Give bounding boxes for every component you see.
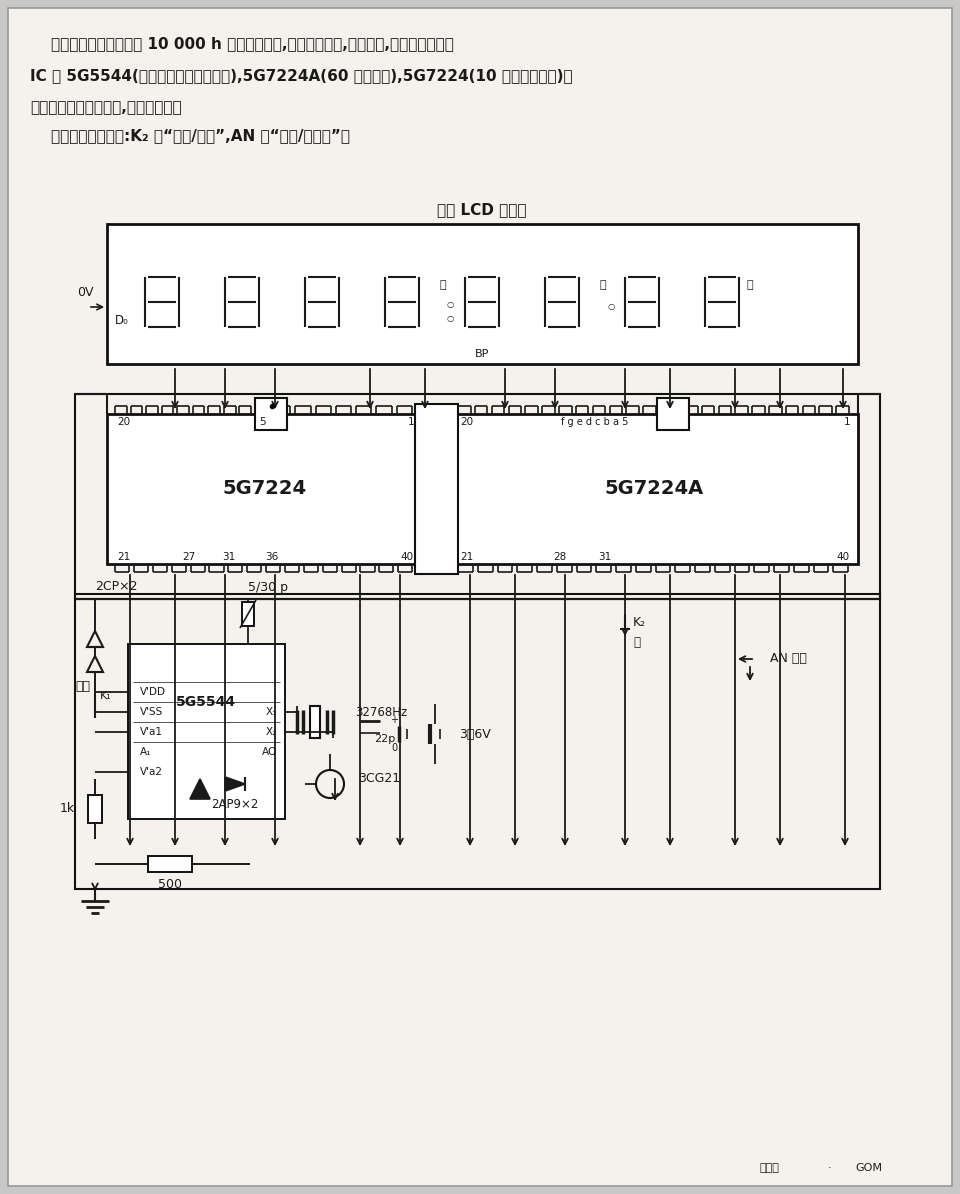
Text: 2AP9×2: 2AP9×2 (211, 798, 258, 811)
Text: 3CG21: 3CG21 (358, 773, 400, 786)
Text: 21: 21 (460, 552, 473, 562)
Text: K₂: K₂ (633, 615, 646, 628)
Text: 27: 27 (182, 552, 196, 562)
Text: X₂: X₂ (266, 727, 277, 737)
Text: K₁: K₁ (100, 691, 111, 701)
Text: 八位 LCD 显示器: 八位 LCD 显示器 (437, 203, 527, 217)
Bar (75, 394, 880, 599)
Bar (255, 398, 287, 430)
Text: 5G5544: 5G5544 (176, 695, 236, 709)
Bar (88, 795, 102, 823)
Bar (128, 644, 285, 819)
Polygon shape (225, 777, 245, 790)
Bar (415, 404, 458, 574)
Text: 停: 停 (633, 635, 640, 648)
Text: 31: 31 (223, 552, 235, 562)
Text: V'DD: V'DD (140, 687, 166, 697)
Text: 22p: 22p (374, 734, 396, 744)
Text: +: + (390, 715, 398, 725)
Text: 5G7224: 5G7224 (222, 480, 306, 499)
Text: 31: 31 (598, 552, 612, 562)
Text: 采用晶体振荡时钟信号,计时精度高。: 采用晶体振荡时钟信号,计时精度高。 (30, 100, 181, 116)
Bar (75, 593, 880, 890)
Text: ○: ○ (607, 302, 614, 312)
Text: D₀: D₀ (115, 314, 129, 326)
Text: 报警: 报警 (75, 679, 90, 693)
Text: AN 复零: AN 复零 (770, 652, 806, 665)
Text: f g e d c b a 5: f g e d c b a 5 (562, 417, 629, 427)
Text: 2CP×2: 2CP×2 (95, 580, 137, 593)
Text: 20: 20 (460, 417, 473, 427)
Bar (107, 224, 858, 364)
Text: V'a1: V'a1 (140, 727, 163, 737)
Text: 0V: 0V (77, 285, 93, 298)
Text: A₁: A₁ (140, 747, 152, 757)
Bar (310, 706, 320, 738)
Text: 1: 1 (407, 417, 414, 427)
Text: 21: 21 (117, 552, 131, 562)
Text: BP: BP (475, 349, 490, 359)
Text: GOM: GOM (855, 1163, 882, 1173)
Text: 36: 36 (265, 552, 278, 562)
Bar (242, 602, 254, 626)
Text: 1: 1 (844, 417, 850, 427)
Text: 0: 0 (391, 743, 397, 753)
Text: X₁: X₁ (266, 707, 277, 718)
Text: 5: 5 (258, 417, 265, 427)
Text: 20: 20 (117, 417, 131, 427)
Text: 秒: 秒 (747, 281, 754, 290)
Text: ○: ○ (446, 300, 454, 308)
Text: ·: · (828, 1163, 831, 1173)
Text: 本电路是一个可计时到 10 000 h 的电子钟电路,可用电池供电,液晶显示,耗电极微。所用: 本电路是一个可计时到 10 000 h 的电子钟电路,可用电池供电,液晶显示,耗… (30, 37, 454, 51)
Text: V'SS: V'SS (140, 707, 163, 718)
Text: 32768Hz: 32768Hz (355, 706, 407, 719)
Text: 接线图: 接线图 (760, 1163, 780, 1173)
Bar (107, 414, 422, 564)
Text: ○: ○ (446, 314, 454, 322)
Bar (657, 398, 689, 430)
Text: 40: 40 (401, 552, 414, 562)
Text: 控制开关的功能是:K₂ 为“计时/暂停”,AN 为“计时/全复零”。: 控制开关的功能是:K₂ 为“计时/暂停”,AN 为“计时/全复零”。 (30, 129, 350, 143)
Text: 40: 40 (837, 552, 850, 562)
Text: 5G7224A: 5G7224A (605, 480, 704, 499)
Text: 3～6V: 3～6V (459, 727, 491, 740)
Bar (450, 414, 858, 564)
Text: AO: AO (262, 747, 277, 757)
Bar (148, 856, 192, 872)
Text: 28: 28 (553, 552, 566, 562)
Text: 分: 分 (599, 281, 606, 290)
Text: 1k: 1k (60, 802, 75, 816)
Text: IC 是 5G5544(时钟发生器产生秒脉冲),5G7224A(60 进制计数),5G7224(10 进制四位计数)。: IC 是 5G5544(时钟发生器产生秒脉冲),5G7224A(60 进制计数)… (30, 68, 572, 84)
Text: 时: 时 (439, 281, 445, 290)
Polygon shape (190, 778, 210, 799)
Text: 5/30 p: 5/30 p (248, 580, 288, 593)
Text: 500: 500 (158, 878, 182, 891)
Text: V'a2: V'a2 (140, 767, 163, 777)
